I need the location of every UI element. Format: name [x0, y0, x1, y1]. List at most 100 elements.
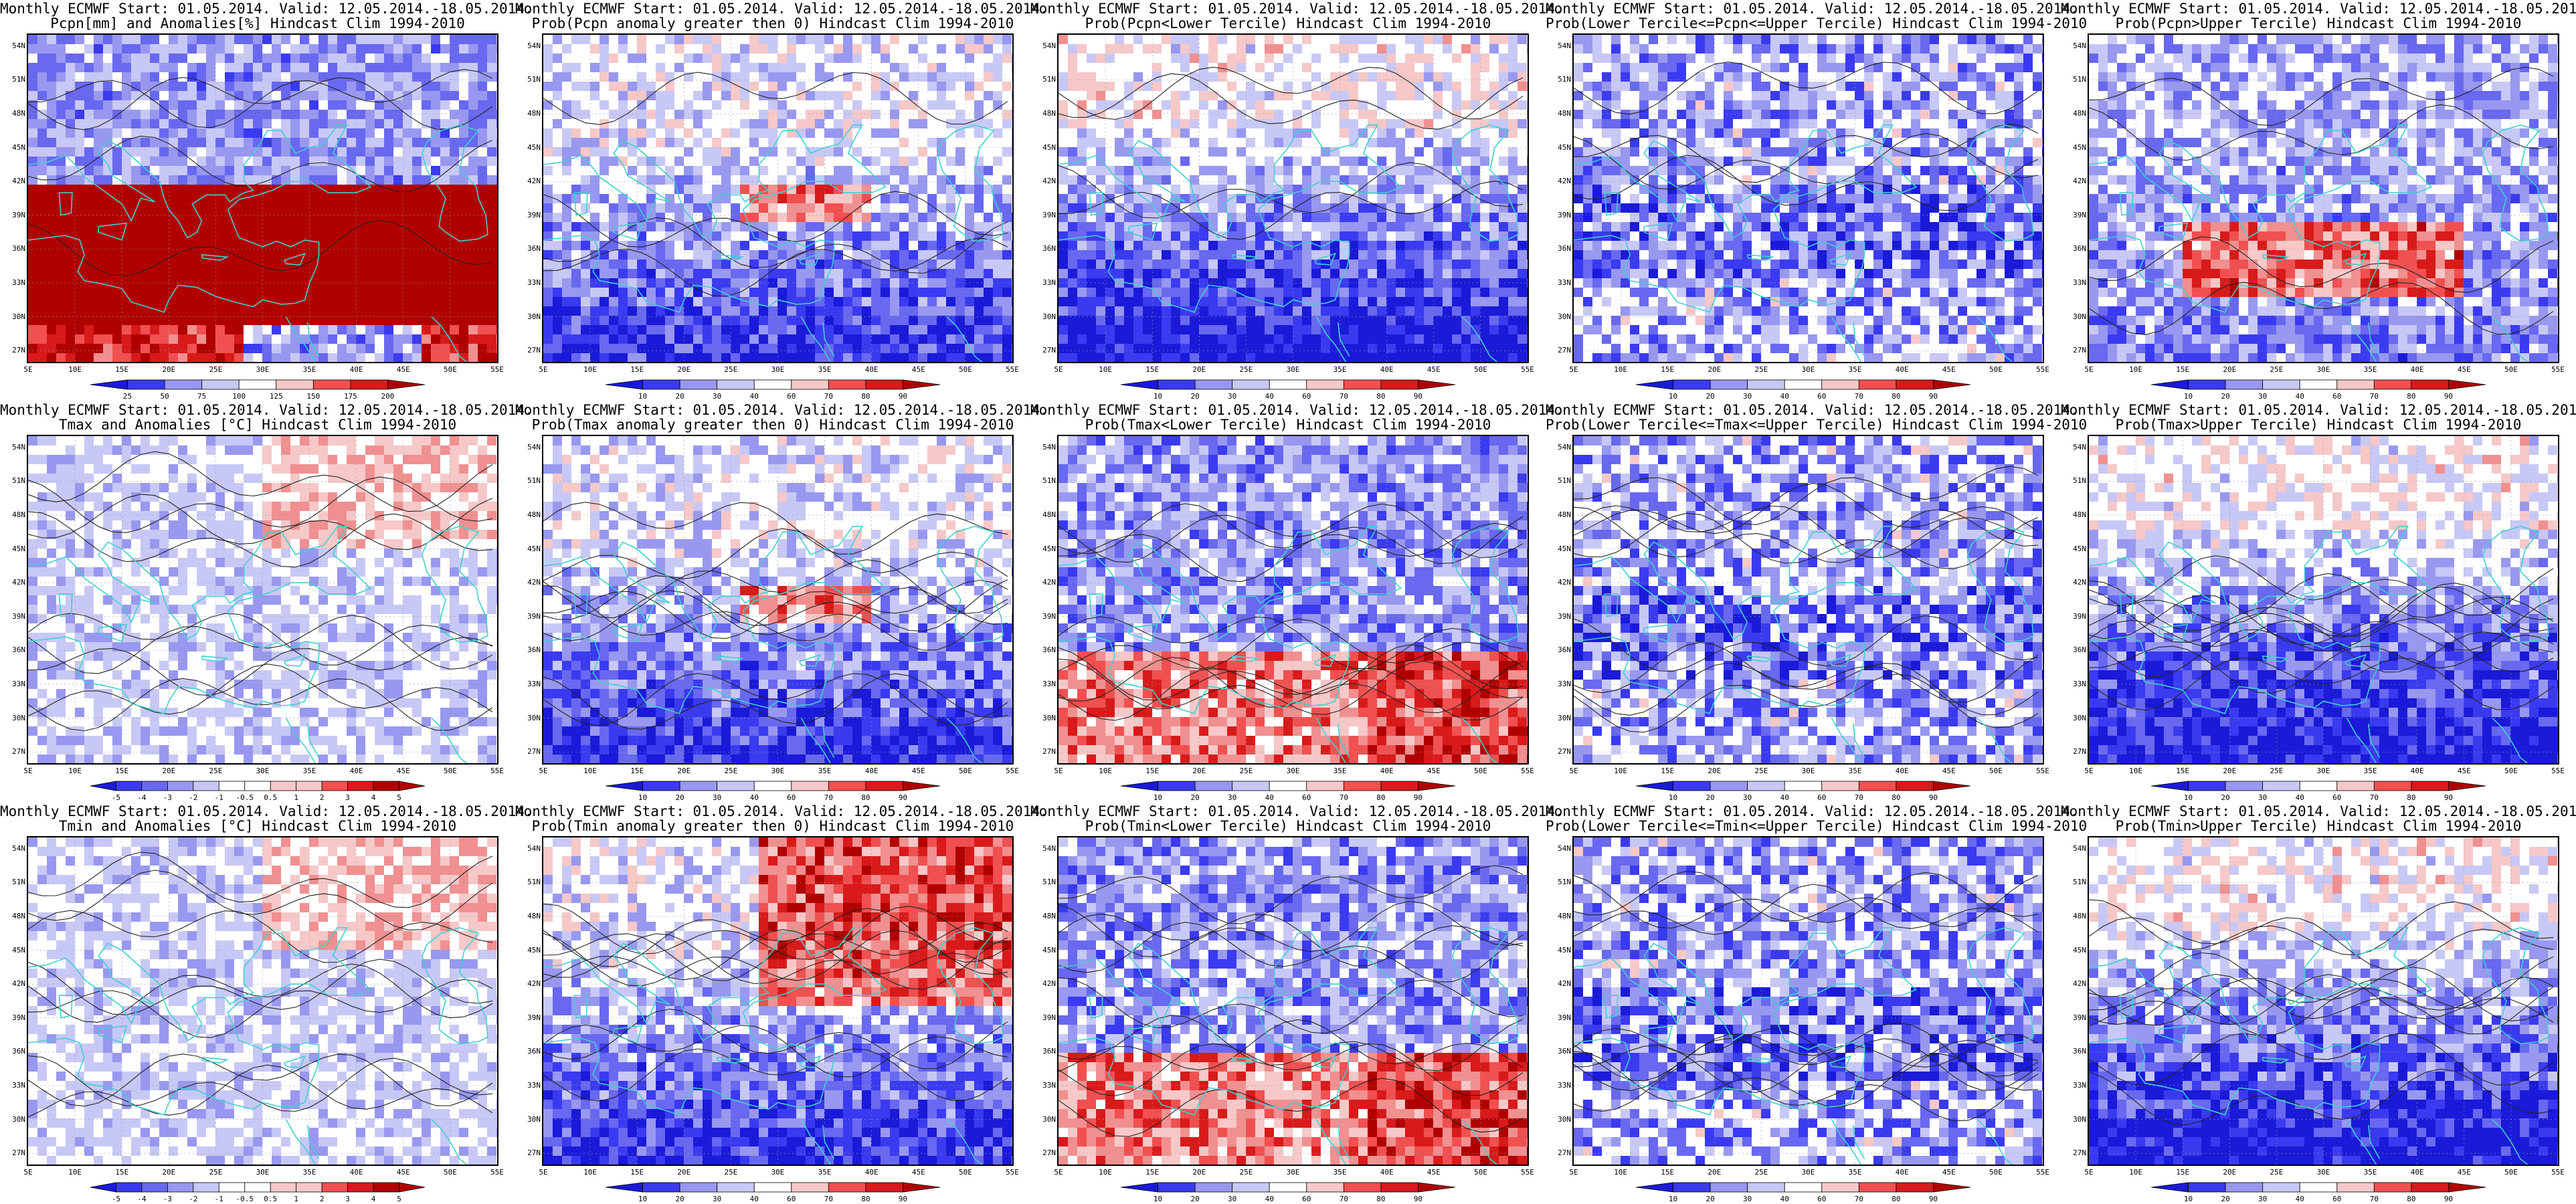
latitude-label: 42N	[1032, 979, 1056, 988]
latitude-label: 36N	[1, 244, 25, 253]
coastline	[2119, 593, 2134, 617]
map-plot-area	[1572, 33, 2044, 363]
isoline	[1574, 506, 2039, 563]
latitude-label: 27N	[1032, 1148, 1056, 1157]
longitude-label: 15E	[1142, 365, 1162, 374]
isoline	[28, 959, 493, 1015]
colorbar-tick-label: 70	[1845, 1195, 1872, 1203]
latitude-label: 27N	[2062, 346, 2086, 355]
coastline	[2368, 723, 2381, 758]
map-plot-area	[1572, 836, 2044, 1166]
colorbar-tick-label: 80	[1883, 793, 1910, 802]
coastline	[2482, 526, 2549, 643]
latitude-label: 51N	[1032, 878, 1056, 886]
coastline	[284, 1055, 306, 1068]
latitude-label: 36N	[1032, 244, 1056, 253]
latitude-label: 27N	[517, 1148, 541, 1157]
colorbar	[605, 379, 941, 390]
longitude-label: 30E	[1799, 767, 1819, 775]
colorbar-tick-label: 90	[1404, 392, 1431, 401]
colorbar-segment	[828, 1182, 866, 1193]
longitude-label: 35E	[2361, 365, 2381, 374]
coastline	[2482, 124, 2549, 242]
colorbar-segment	[791, 1182, 829, 1193]
latitude-label: 54N	[1032, 41, 1056, 50]
latitude-label: 36N	[1032, 1047, 1056, 1056]
longitude-label: 50E	[1986, 1168, 2006, 1177]
latitude-label: 54N	[1, 443, 25, 452]
latitude-label: 42N	[1032, 578, 1056, 587]
coastline	[2492, 316, 2528, 362]
map-plot-area	[1572, 435, 2044, 765]
coastline	[1574, 526, 1918, 714]
longitude-label: 10E	[2126, 365, 2146, 374]
longitude-label: 35E	[1845, 1168, 1865, 1177]
latitude-label: 39N	[1547, 1013, 1571, 1022]
colorbar-tick-label: 80	[852, 793, 879, 802]
coastline	[2344, 252, 2367, 266]
colorbar-tick-label: -1	[205, 1195, 232, 1203]
longitude-label: 50E	[2501, 767, 2521, 775]
colorbar-segment	[1784, 781, 1823, 791]
longitude-label: 30E	[1283, 1168, 1303, 1177]
coastline	[1831, 316, 1862, 362]
map-field	[2089, 35, 2558, 362]
longitude-label: 45E	[393, 1168, 413, 1177]
coastline	[573, 192, 588, 216]
longitude-label: 10E	[2126, 1168, 2146, 1177]
colorbar-tick-label: 60	[1809, 392, 1835, 401]
latitude-label: 42N	[517, 177, 541, 185]
longitude-label: 30E	[2314, 1168, 2334, 1177]
colorbar-segment	[1232, 781, 1270, 791]
colorbar-tick-label: 60	[778, 1195, 805, 1203]
coastline	[421, 124, 488, 242]
isoline	[28, 219, 493, 277]
isoline	[28, 511, 493, 568]
longitude-label: 30E	[768, 767, 788, 775]
colorbar-tick-label: 60	[1293, 392, 1320, 401]
latitude-label: 27N	[1, 346, 25, 355]
isoline	[1574, 870, 2039, 928]
latitude-label: 30N	[1, 312, 25, 321]
colorbar-tick-label: 70	[1845, 392, 1872, 401]
colorbar-tick-label: 10	[2175, 1195, 2202, 1203]
map-plot-area	[542, 435, 1014, 765]
latitude-label: 39N	[517, 211, 541, 219]
coastline	[613, 1025, 643, 1043]
panel-title-run: Monthly ECMWF Start: 01.05.2014. Valid: …	[2061, 1, 2576, 17]
latitude-label: 27N	[2062, 747, 2086, 756]
longitude-label: 35E	[2361, 767, 2381, 775]
colorbar-tick-label: 90	[889, 793, 916, 802]
latitude-label: 51N	[1, 476, 25, 485]
colorbar-segment	[605, 1182, 643, 1193]
isoline	[1059, 73, 1524, 130]
longitude-label: 5E	[18, 365, 38, 374]
isoline	[2089, 617, 2554, 678]
longitude-label: 15E	[1657, 365, 1677, 374]
coastline	[936, 124, 1004, 242]
longitude-label: 10E	[65, 365, 85, 374]
coastline	[285, 1119, 316, 1165]
panel-title-run: Monthly ECMWF Start: 01.05.2014. Valid: …	[1030, 403, 1564, 418]
longitude-label: 10E	[1611, 767, 1631, 775]
colorbar-segment	[2262, 781, 2300, 791]
isoline	[28, 613, 493, 666]
coastline	[946, 718, 983, 763]
map-panel: Monthly ECMWF Start: 01.05.2014. Valid: …	[0, 0, 533, 401]
map-field	[543, 837, 1012, 1165]
coastline	[1231, 1057, 1260, 1064]
coastline	[1604, 593, 1619, 617]
isoline	[28, 451, 493, 512]
latitude-label: 33N	[1032, 680, 1056, 688]
isoline	[1574, 483, 2039, 536]
colorbar-tick-label: 90	[889, 1195, 916, 1203]
longitude-label: 20E	[159, 365, 179, 374]
isoline	[2089, 619, 2554, 673]
colorbar-segment	[791, 781, 829, 791]
colorbar-tick-label: 30	[1219, 793, 1246, 802]
coastline	[2368, 322, 2381, 357]
colorbar-segment	[1418, 379, 1456, 390]
colorbar-segment	[116, 1182, 143, 1193]
coastline	[1315, 718, 1347, 763]
colorbar-tick-label: 40	[2286, 793, 2313, 802]
